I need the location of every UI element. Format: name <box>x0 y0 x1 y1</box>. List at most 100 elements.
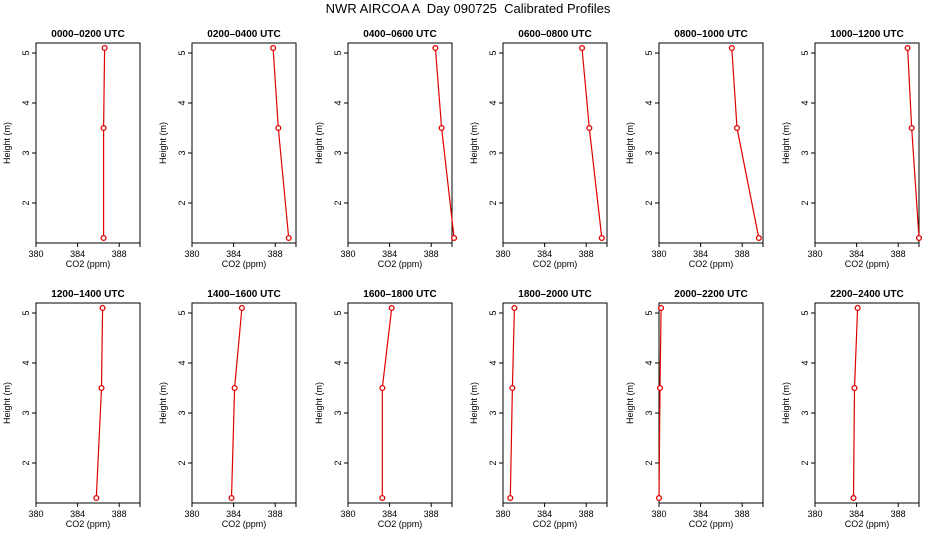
x-tick-label: 380 <box>495 509 510 519</box>
y-axis-label: Height (m) <box>158 382 168 424</box>
y-tick-label: 2 <box>800 200 810 205</box>
data-point <box>238 304 245 312</box>
panel-title: 2200–2400 UTC <box>830 289 903 300</box>
y-axis-label: Height (m) <box>2 122 12 164</box>
y-axis-label: Height (m) <box>158 122 168 164</box>
data-point <box>275 124 282 132</box>
plot-frame <box>658 302 764 504</box>
y-tick-label: 4 <box>800 360 810 365</box>
profile-line <box>434 47 455 239</box>
x-tick-label: 384 <box>226 509 241 519</box>
y-tick-label: 3 <box>800 150 810 155</box>
plot-frame <box>502 42 608 244</box>
data-point <box>507 494 514 502</box>
data-point <box>228 494 235 502</box>
x-tick-label: 380 <box>340 249 355 259</box>
profile-panel-3: 0600–0800 UTC 380 384 388 2 3 4 5 CO2 (ppm) Heigh… <box>469 29 608 269</box>
x-tick-label: 380 <box>495 249 510 259</box>
plot-frame <box>814 42 920 244</box>
y-axis-label: Height (m) <box>314 382 324 424</box>
y-tick-label: 3 <box>488 150 498 155</box>
x-tick-label: 380 <box>28 509 43 519</box>
y-tick-label: 3 <box>644 410 654 415</box>
y-tick-label: 5 <box>644 50 654 55</box>
y-tick-label: 5 <box>800 310 810 315</box>
x-tick-label: 384 <box>849 509 864 519</box>
x-tick-label: 380 <box>807 249 822 259</box>
x-tick-label: 384 <box>537 509 552 519</box>
x-tick-label: 388 <box>424 249 439 259</box>
data-point <box>904 44 911 52</box>
plot-frame <box>347 302 453 504</box>
profile-panel-6: 1200–1400 UTC 380 384 388 2 3 4 5 CO2 (ppm) Heigh… <box>2 289 141 529</box>
y-axis-label: Height (m) <box>625 382 635 424</box>
x-tick-label: 384 <box>382 249 397 259</box>
y-tick-label: 2 <box>800 460 810 465</box>
y-tick-label: 2 <box>177 460 187 465</box>
x-tick-label: 384 <box>693 509 708 519</box>
y-tick-label: 4 <box>177 100 187 105</box>
y-tick-label: 4 <box>333 100 343 105</box>
y-tick-label: 4 <box>488 100 498 105</box>
y-tick-label: 3 <box>800 410 810 415</box>
plot-frame <box>347 42 453 244</box>
profile-line <box>509 307 515 499</box>
data-point <box>231 384 238 392</box>
data-point <box>101 44 108 52</box>
profile-panel-1: 0200–0400 UTC 380 384 388 2 3 4 5 CO2 (ppm) Heigh… <box>158 29 297 269</box>
y-tick-label: 4 <box>21 360 31 365</box>
profile-line <box>230 307 243 499</box>
plot-frame <box>658 42 764 244</box>
panel-title: 1200–1400 UTC <box>51 289 124 300</box>
y-tick-label: 2 <box>21 200 31 205</box>
x-tick-label: 384 <box>537 249 552 259</box>
y-tick-label: 5 <box>21 50 31 55</box>
x-axis-label: CO2 (ppm) <box>378 519 423 529</box>
y-tick-label: 2 <box>488 460 498 465</box>
x-tick-label: 380 <box>651 509 666 519</box>
y-tick-label: 4 <box>644 100 654 105</box>
data-point <box>100 234 107 242</box>
x-tick-label: 380 <box>28 249 43 259</box>
panel-title: 2000–2200 UTC <box>674 289 747 300</box>
panel-title: 0000–0200 UTC <box>51 29 124 40</box>
panel-title: 1400–1600 UTC <box>207 289 280 300</box>
profile-line <box>95 307 104 499</box>
x-axis-label: CO2 (ppm) <box>222 259 267 269</box>
x-tick-label: 388 <box>735 509 750 519</box>
panel-title: 1600–1800 UTC <box>363 289 436 300</box>
y-tick-label: 5 <box>333 50 343 55</box>
y-tick-label: 2 <box>333 200 343 205</box>
data-point <box>285 234 292 242</box>
data-point <box>851 384 858 392</box>
y-tick-label: 4 <box>177 360 187 365</box>
data-point <box>915 234 923 242</box>
data-point <box>451 234 458 242</box>
y-axis-label: Height (m) <box>2 382 12 424</box>
profile-line <box>272 47 290 239</box>
y-tick-label: 5 <box>333 310 343 315</box>
profile-line <box>731 47 760 239</box>
data-point <box>733 124 741 132</box>
x-tick-label: 388 <box>891 509 906 519</box>
profile-panel-11: 2200–2400 UTC 380 384 388 2 3 4 5 CO2 (ppm) Heigh… <box>781 289 920 529</box>
y-tick-label: 5 <box>21 310 31 315</box>
profile-line <box>102 47 106 238</box>
panel-title: 0200–0400 UTC <box>207 29 280 40</box>
x-tick-label: 388 <box>268 249 283 259</box>
x-tick-label: 388 <box>268 509 283 519</box>
x-tick-label: 380 <box>807 509 822 519</box>
x-axis-label: CO2 (ppm) <box>66 519 111 529</box>
x-axis-label: CO2 (ppm) <box>689 519 734 529</box>
plot-frame <box>191 42 297 244</box>
y-tick-label: 2 <box>21 460 31 465</box>
panel-title: 1800–2000 UTC <box>518 289 591 300</box>
profile-panel-4: 0800–1000 UTC 380 384 388 2 3 4 5 CO2 (ppm) Heigh… <box>625 29 764 269</box>
profile-panel-0: 0000–0200 UTC 380 384 388 2 3 4 5 CO2 (ppm) Heigh… <box>2 29 141 269</box>
data-point <box>509 384 516 392</box>
plot-frame <box>35 42 141 244</box>
x-tick-label: 388 <box>579 249 594 259</box>
y-tick-label: 3 <box>21 150 31 155</box>
data-point <box>655 494 663 502</box>
data-point <box>270 44 277 52</box>
